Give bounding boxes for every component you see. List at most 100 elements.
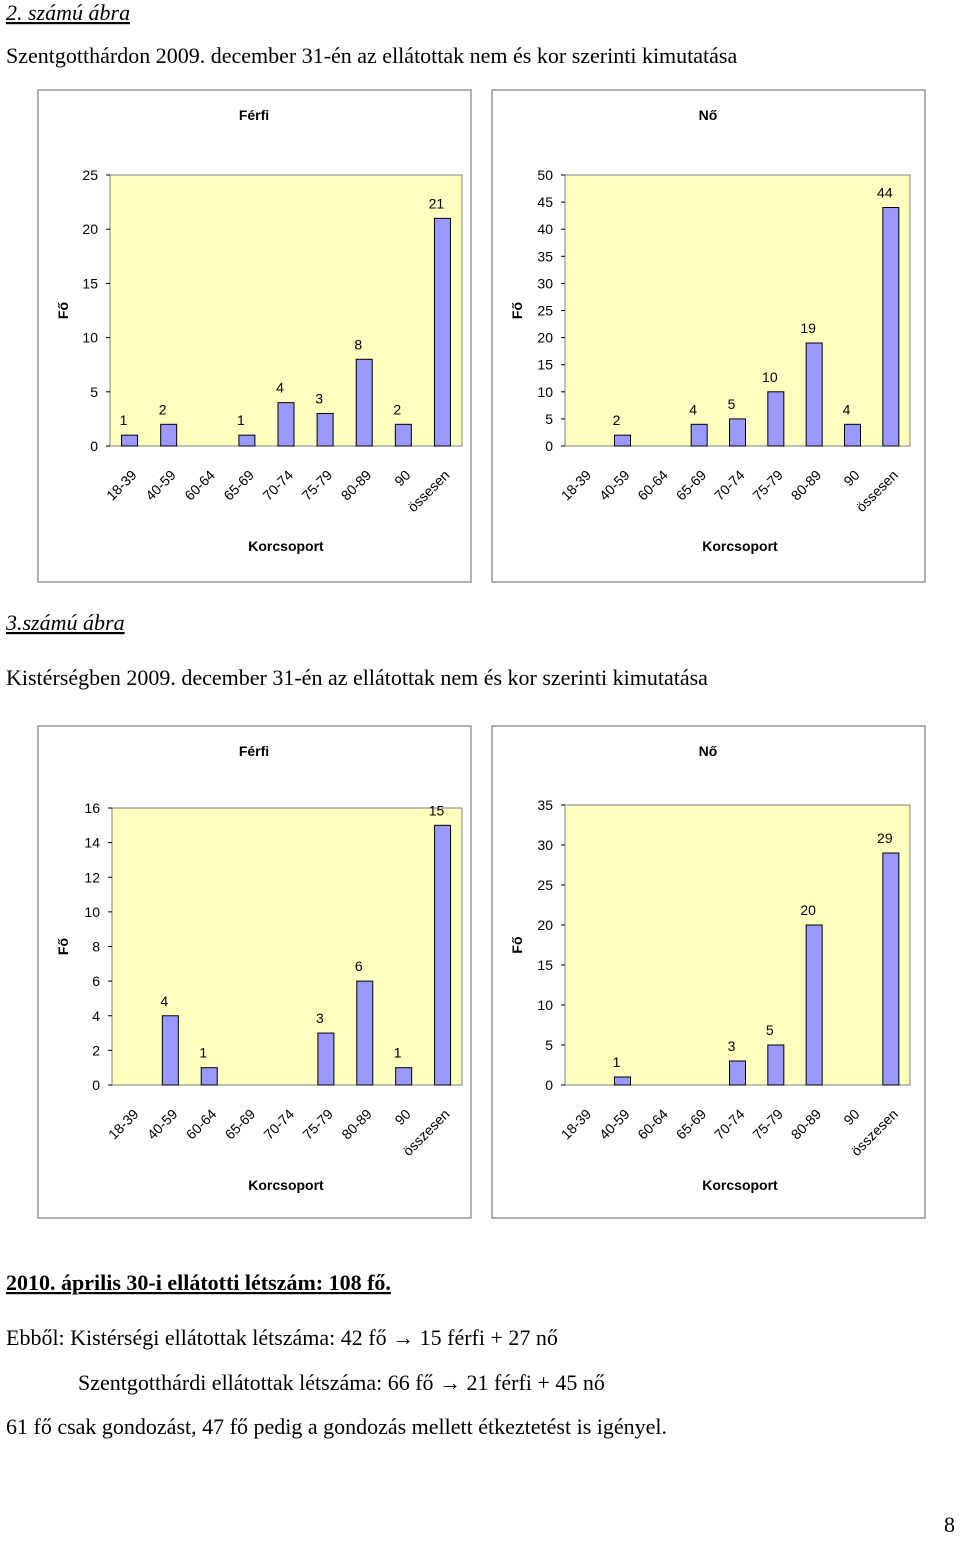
y-tick-label: 2 — [92, 1042, 100, 1058]
y-tick-label: 0 — [545, 438, 553, 454]
data-label: 1 — [120, 412, 128, 428]
bar — [433, 217, 451, 447]
y-tick-label: 10 — [84, 904, 100, 920]
x-axis-label: Korcsoport — [248, 1177, 324, 1193]
figure-title: Kistérségben 2009. december 31-én az ell… — [6, 665, 708, 690]
data-label: 3 — [315, 390, 323, 406]
data-label: 2 — [613, 412, 621, 428]
y-tick-label: 35 — [537, 797, 553, 813]
bar — [317, 1032, 335, 1086]
chart-title: Nő — [699, 107, 718, 123]
y-tick-label: 8 — [92, 939, 100, 955]
data-label: 2 — [393, 401, 401, 417]
y-axis-label: Fő — [509, 936, 525, 953]
data-label: 4 — [160, 993, 168, 1009]
y-tick-label: 4 — [92, 1008, 100, 1024]
data-label: 4 — [276, 380, 284, 396]
x-axis-label: Korcsoport — [248, 538, 324, 554]
y-tick-label: 20 — [537, 330, 553, 346]
data-label: 20 — [800, 902, 816, 918]
y-tick-label: 10 — [537, 997, 553, 1013]
bar — [882, 852, 900, 1086]
bar — [277, 402, 295, 447]
y-tick-label: 0 — [545, 1077, 553, 1093]
data-label: 4 — [843, 401, 851, 417]
bar — [434, 824, 452, 1086]
y-tick-label: 50 — [537, 167, 553, 183]
y-tick-label: 25 — [537, 303, 553, 319]
summary-heading: 2010. április 30-i ellátotti létszám: 10… — [6, 1270, 391, 1295]
summary-line: Szentgotthárdi ellátottak létszáma: 66 f… — [78, 1370, 605, 1395]
y-tick-label: 25 — [82, 167, 98, 183]
caption: 3.számú ábra — [5, 610, 125, 635]
summary-line: 61 fő csak gondozást, 47 fő pedig a gond… — [6, 1414, 667, 1439]
bar — [614, 1076, 631, 1086]
data-label: 3 — [728, 1038, 736, 1054]
data-label: 44 — [877, 185, 893, 201]
page-number: 8 — [944, 1512, 955, 1537]
chart-title: Nő — [699, 743, 718, 759]
bar — [805, 924, 823, 1086]
data-label: 5 — [766, 1022, 774, 1038]
data-label: 19 — [800, 320, 816, 336]
plot-area — [564, 174, 911, 447]
chart-title: Férfi — [239, 743, 269, 759]
data-label: 2 — [159, 401, 167, 417]
y-tick-label: 10 — [82, 330, 98, 346]
y-tick-label: 16 — [84, 800, 100, 816]
bar — [355, 358, 373, 447]
bar — [394, 423, 412, 447]
y-tick-label: 20 — [82, 221, 98, 237]
plot-area — [109, 174, 463, 447]
y-tick-label: 35 — [537, 248, 553, 264]
y-tick-label: 6 — [92, 973, 100, 989]
y-tick-label: 0 — [92, 1077, 100, 1093]
data-label: 4 — [689, 401, 697, 417]
y-tick-label: 40 — [537, 221, 553, 237]
data-label: 3 — [316, 1010, 324, 1026]
y-axis-label: Fő — [509, 302, 525, 319]
figure-title: Szentgotthárdon 2009. december 31-én az … — [6, 43, 737, 68]
bar — [200, 1067, 218, 1086]
bar — [882, 207, 900, 447]
bar — [844, 423, 861, 447]
data-label: 1 — [199, 1045, 207, 1061]
y-tick-label: 5 — [545, 1037, 553, 1053]
bar — [729, 418, 746, 447]
data-label: 1 — [237, 412, 245, 428]
data-label: 1 — [613, 1054, 621, 1070]
y-tick-label: 10 — [537, 384, 553, 400]
bar — [805, 342, 823, 447]
y-axis-label: Fő — [55, 938, 71, 955]
bar — [729, 1060, 746, 1086]
caption: 2. számú ábra — [6, 0, 130, 25]
data-label: 1 — [394, 1045, 402, 1061]
data-label: 29 — [877, 830, 893, 846]
data-label: 6 — [355, 958, 363, 974]
chart-title: Férfi — [239, 107, 269, 123]
y-tick-label: 30 — [537, 275, 553, 291]
bar — [160, 423, 178, 447]
bar — [356, 980, 374, 1086]
y-axis-label: Fő — [55, 302, 71, 319]
bar — [395, 1067, 413, 1086]
bar — [161, 1015, 179, 1086]
y-tick-label: 0 — [90, 438, 98, 454]
bar — [316, 412, 334, 447]
y-tick-label: 12 — [84, 869, 100, 885]
x-axis-label: Korcsoport — [702, 538, 778, 554]
bar — [614, 434, 631, 447]
summary-line: Ebből: Kistérségi ellátottak létszáma: 4… — [6, 1325, 558, 1350]
y-tick-label: 15 — [82, 275, 98, 291]
y-tick-label: 30 — [537, 837, 553, 853]
bar — [121, 434, 139, 447]
data-label: 10 — [762, 369, 778, 385]
bar — [690, 423, 708, 447]
y-tick-label: 15 — [537, 357, 553, 373]
x-axis-label: Korcsoport — [702, 1177, 778, 1193]
bar — [238, 434, 256, 447]
bar — [767, 1044, 785, 1086]
plot-area — [564, 804, 911, 1086]
